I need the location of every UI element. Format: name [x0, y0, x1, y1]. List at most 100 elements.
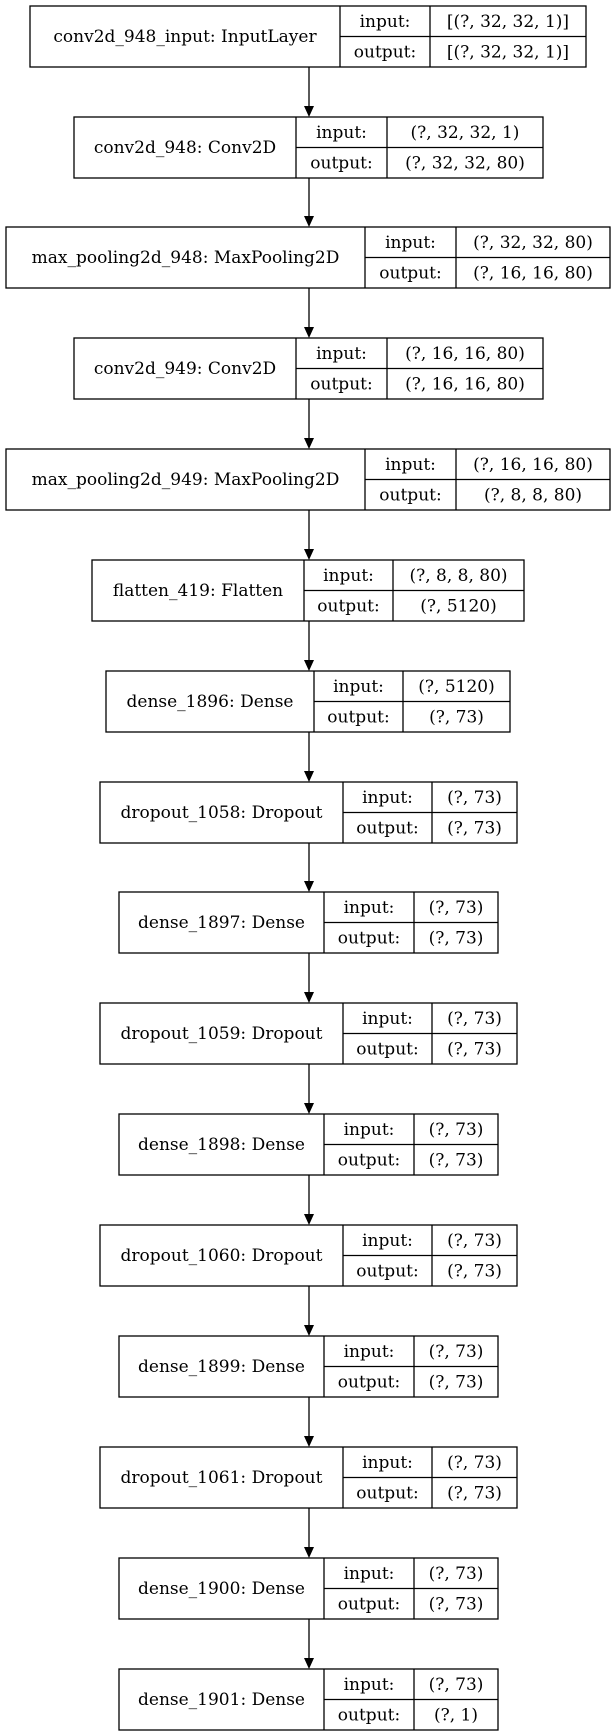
layer-name: dense_1900: Dense: [138, 1579, 305, 1599]
input-label: input:: [360, 12, 411, 32]
input-shape: (?, 73): [447, 788, 502, 808]
input-shape: (?, 73): [429, 1675, 484, 1695]
layer-node: dropout_1058: Dropout input: output: (?, 73…: [99, 781, 518, 844]
layer-node: conv2d_949: Conv2D input: output: (?, 16, 1…: [73, 337, 544, 400]
arrow-head-icon: [304, 1214, 314, 1225]
output-label: output:: [356, 1483, 418, 1503]
layer-name: conv2d_948_input: InputLayer: [53, 27, 317, 47]
layer-node: dense_1901: Dense input: output: (?, 73) (?,…: [118, 1668, 499, 1731]
input-shape: (?, 73): [429, 898, 484, 918]
input-label: input:: [316, 344, 367, 364]
layer-name: conv2d_949: Conv2D: [94, 359, 276, 379]
arrow-head-icon: [304, 992, 314, 1003]
layer-name: dropout_1061: Dropout: [121, 1468, 323, 1488]
output-shape: (?, 73): [447, 1483, 502, 1503]
input-shape: (?, 73): [447, 1009, 502, 1029]
output-label: output:: [356, 1039, 418, 1059]
layer-name: max_pooling2d_948: MaxPooling2D: [32, 248, 340, 268]
input-shape: (?, 8, 8, 80): [409, 566, 507, 586]
output-label: output:: [356, 818, 418, 838]
arrow-head-icon: [304, 1325, 314, 1336]
input-shape: [(?, 32, 32, 1)]: [447, 12, 569, 32]
output-label: output:: [338, 1705, 400, 1725]
output-shape: (?, 8, 8, 80): [484, 485, 582, 505]
input-label: input:: [344, 1342, 395, 1362]
input-label: input:: [323, 566, 374, 586]
layer-node: max_pooling2d_949: MaxPooling2D input: out…: [5, 448, 611, 511]
layer-node: dropout_1060: Dropout input: output: (?, 73…: [99, 1224, 518, 1287]
input-shape: (?, 16, 16, 80): [405, 344, 525, 364]
arrow-head-icon: [304, 216, 314, 227]
output-label: output:: [379, 263, 441, 283]
input-shape: (?, 32, 32, 1): [411, 123, 520, 143]
layer-name: flatten_419: Flatten: [113, 581, 283, 601]
output-shape: (?, 73): [429, 928, 484, 948]
arrow-head-icon: [304, 881, 314, 892]
input-label: input:: [344, 1675, 395, 1695]
output-label: output:: [317, 596, 379, 616]
output-label: output:: [354, 42, 416, 62]
output-shape: (?, 73): [447, 1261, 502, 1281]
layer-node: dropout_1061: Dropout input: output: (?, 73…: [99, 1446, 518, 1509]
arrow-head-icon: [304, 1103, 314, 1114]
output-label: output:: [356, 1261, 418, 1281]
input-label: input:: [344, 1120, 395, 1140]
input-label: input:: [362, 1231, 413, 1251]
arrow-head-icon: [304, 327, 314, 338]
output-shape: (?, 73): [429, 1594, 484, 1614]
output-shape: (?, 73): [429, 1150, 484, 1170]
output-label: output:: [338, 1372, 400, 1392]
layer-node: dense_1900: Dense input: output: (?, 73) (?,…: [118, 1557, 499, 1620]
input-label: input:: [344, 898, 395, 918]
layer-name: dense_1896: Dense: [127, 692, 294, 712]
layer-name: dense_1901: Dense: [138, 1690, 305, 1710]
input-label: input:: [344, 1564, 395, 1584]
layer-name: dense_1899: Dense: [138, 1357, 305, 1377]
layer-name: dropout_1059: Dropout: [121, 1024, 323, 1044]
layer-node: dropout_1059: Dropout input: output: (?, 73…: [99, 1002, 518, 1065]
input-label: input:: [362, 1453, 413, 1473]
output-shape: (?, 73): [447, 818, 502, 838]
output-shape: (?, 73): [429, 707, 484, 727]
output-shape: (?, 73): [447, 1039, 502, 1059]
input-shape: (?, 5120): [418, 677, 494, 697]
arrow-head-icon: [304, 771, 314, 782]
arrow-head-icon: [304, 1658, 314, 1669]
output-shape: [(?, 32, 32, 1)]: [447, 42, 569, 62]
arrow-head-icon: [304, 549, 314, 560]
output-shape: (?, 73): [429, 1372, 484, 1392]
arrow-head-icon: [304, 660, 314, 671]
input-label: input:: [333, 677, 384, 697]
layer-node: dense_1898: Dense input: output: (?, 73) (?,…: [118, 1113, 499, 1176]
input-label: input:: [385, 233, 436, 253]
arrow-head-icon: [304, 1436, 314, 1447]
input-shape: (?, 73): [447, 1231, 502, 1251]
layer-name: dropout_1058: Dropout: [121, 803, 323, 823]
input-shape: (?, 32, 32, 80): [473, 233, 593, 253]
layer-name: conv2d_948: Conv2D: [94, 138, 276, 158]
layer-node: conv2d_948: Conv2D input: output: (?, 32, 3…: [73, 116, 544, 179]
output-shape: (?, 32, 32, 80): [405, 153, 525, 173]
arrow-head-icon: [304, 106, 314, 117]
output-shape: (?, 5120): [420, 596, 496, 616]
input-shape: (?, 73): [429, 1342, 484, 1362]
output-label: output:: [327, 707, 389, 727]
input-label: input:: [362, 1009, 413, 1029]
layer-node: dense_1897: Dense input: output: (?, 73) (?,…: [118, 891, 499, 954]
layer-name: dense_1898: Dense: [138, 1135, 305, 1155]
input-label: input:: [362, 788, 413, 808]
layer-name: dense_1897: Dense: [138, 913, 305, 933]
layer-name: max_pooling2d_949: MaxPooling2D: [32, 470, 340, 490]
output-label: output:: [310, 374, 372, 394]
output-label: output:: [379, 485, 441, 505]
output-label: output:: [310, 153, 372, 173]
layer-node: max_pooling2d_948: MaxPooling2D input: out…: [5, 226, 611, 289]
arrow-head-icon: [304, 1547, 314, 1558]
layer-node: dense_1896: Dense input: output: (?, 5120) (…: [105, 670, 511, 733]
output-shape: (?, 16, 16, 80): [405, 374, 525, 394]
input-label: input:: [316, 123, 367, 143]
input-label: input:: [385, 455, 436, 475]
output-shape: (?, 1): [434, 1705, 478, 1725]
input-shape: (?, 73): [429, 1120, 484, 1140]
